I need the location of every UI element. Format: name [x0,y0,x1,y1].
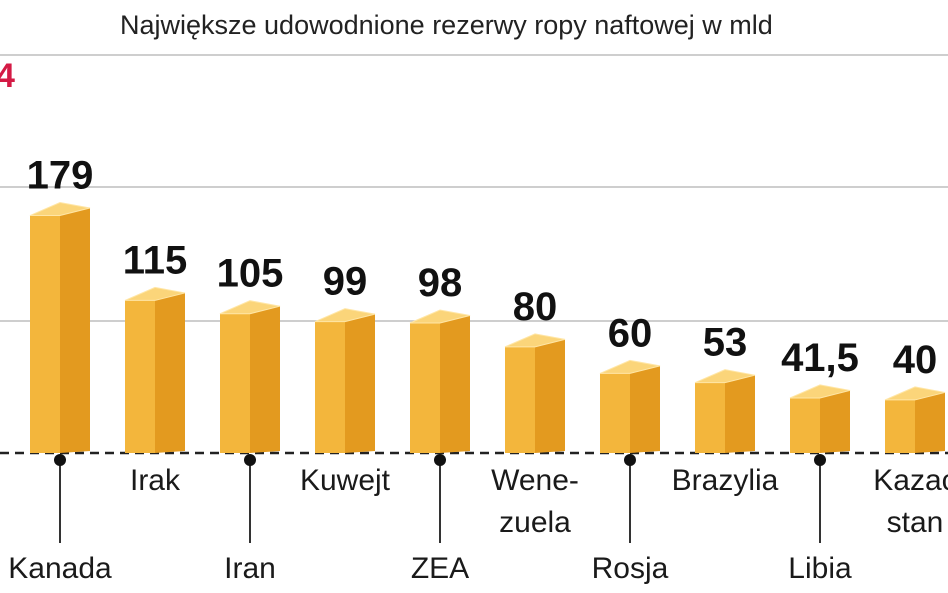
value-label: 80 [513,285,558,329]
bar-side [915,392,945,453]
category-label: Kazac stan [873,464,948,539]
category-label-line: Kuwejt [300,464,391,497]
category-label: ZEA [411,454,469,585]
bar: 98 [409,261,471,453]
bar: 99 [314,260,376,453]
bar-side [630,365,660,453]
label-dot [624,454,636,466]
category-label-line: ZEA [411,552,469,585]
bar-side [155,292,185,453]
bar-front [410,322,440,453]
category-label-line: Libia [788,552,852,585]
value-label: 115 [123,238,188,282]
bar-front [695,382,725,453]
label-dot [54,454,66,466]
category-label: Rosja [592,454,669,585]
cut-off-value-label: 4 [0,57,15,95]
category-label: Libia [788,454,852,585]
bar-front [125,300,155,453]
category-label: Wene-zuela [491,464,579,539]
value-label: 99 [323,260,368,304]
category-label-line: Iran [224,552,276,585]
bar-top [29,202,91,217]
bar-front [790,397,820,453]
category-labels: aKanadaIrakIranKuwejtZEAWene-zuelaRosjaB… [8,454,948,585]
category-label: Irak [130,464,181,497]
bar-front [505,346,535,453]
bar-side [345,314,375,453]
bar: 41,5 [781,336,859,453]
category-label: Iran [224,454,276,585]
bars: 179 115 105 99 98 80 60 53 41,5 40 [27,154,946,453]
category-label-line: Wene- [491,464,579,497]
bar-top [599,359,661,374]
value-label: 98 [418,261,463,305]
label-dot [814,454,826,466]
label-dot [244,454,256,466]
bar: 80 [504,285,566,453]
category-label-line: zuela [499,506,571,539]
bar-side [250,306,280,453]
category-label-line: stan [887,506,944,539]
bar-top [314,308,376,323]
bar-side [820,390,850,453]
bar: 40 [884,338,946,453]
value-label: 60 [608,311,653,355]
bar-top [219,300,281,315]
bar: 105 [217,252,284,453]
bar: 115 [123,238,188,453]
bar-side [60,208,90,453]
bar: 60 [599,311,661,453]
bar-front [315,321,345,453]
bar-front [600,373,630,453]
value-label: 41,5 [781,336,859,380]
bar-top [124,286,186,301]
bar-top [409,309,471,324]
bar-side [535,339,565,453]
bar-front [30,215,60,453]
category-label-line: Kazac [873,464,948,497]
bar-front [885,399,915,453]
category-label: Kanada [8,454,112,585]
category-label-line: Rosja [592,552,669,585]
bar: 53 [694,321,756,453]
value-label: 105 [217,252,284,296]
bar-top [504,333,566,348]
label-dot [434,454,446,466]
category-label: Brazylia [672,464,779,497]
chart-title: Największe udowodnione rezerwy ropy naft… [120,10,773,40]
category-label-line: Brazylia [672,464,779,497]
category-label-line: Irak [130,464,181,497]
bar-top [884,386,946,401]
value-label: 179 [27,154,94,198]
bar-front [220,313,250,453]
bar-side [440,315,470,453]
bar-side [725,375,755,453]
category-label-line: Kanada [8,552,112,585]
bar-top [694,369,756,384]
value-label: 53 [703,321,748,365]
bar: 179 [27,154,94,453]
bar-top [789,384,851,399]
category-label: Kuwejt [300,464,391,497]
value-label: 40 [893,338,938,382]
